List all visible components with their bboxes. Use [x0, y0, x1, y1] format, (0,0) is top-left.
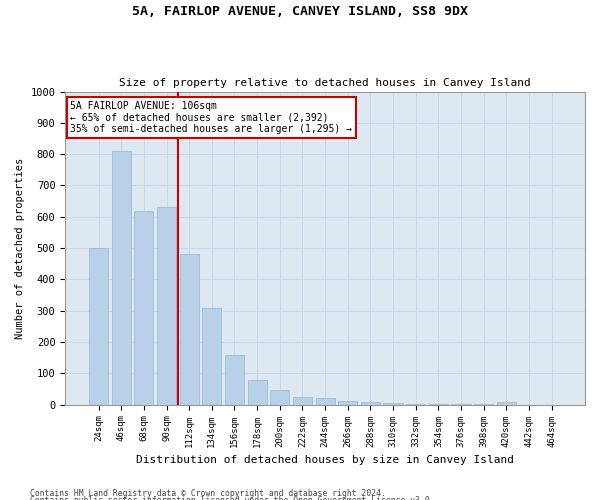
Bar — [316, 398, 335, 404]
Bar — [270, 390, 289, 404]
Text: Contains HM Land Registry data © Crown copyright and database right 2024.: Contains HM Land Registry data © Crown c… — [30, 488, 386, 498]
Bar — [179, 254, 199, 404]
Text: 5A FAIRLOP AVENUE: 106sqm
← 65% of detached houses are smaller (2,392)
35% of se: 5A FAIRLOP AVENUE: 106sqm ← 65% of detac… — [70, 101, 352, 134]
Y-axis label: Number of detached properties: Number of detached properties — [15, 158, 25, 339]
Bar — [248, 380, 267, 404]
Bar — [89, 248, 108, 404]
Text: 5A, FAIRLOP AVENUE, CANVEY ISLAND, SS8 9DX: 5A, FAIRLOP AVENUE, CANVEY ISLAND, SS8 9… — [132, 5, 468, 18]
Bar — [361, 402, 380, 404]
Bar — [293, 398, 312, 404]
Bar — [112, 151, 131, 405]
Bar — [338, 400, 358, 404]
Bar — [202, 308, 221, 404]
Text: Contains public sector information licensed under the Open Government Licence v3: Contains public sector information licen… — [30, 496, 434, 500]
Title: Size of property relative to detached houses in Canvey Island: Size of property relative to detached ho… — [119, 78, 531, 88]
Bar — [497, 402, 516, 404]
Bar — [383, 403, 403, 404]
Bar — [225, 354, 244, 405]
Bar — [134, 210, 154, 404]
Bar — [157, 208, 176, 404]
X-axis label: Distribution of detached houses by size in Canvey Island: Distribution of detached houses by size … — [136, 455, 514, 465]
